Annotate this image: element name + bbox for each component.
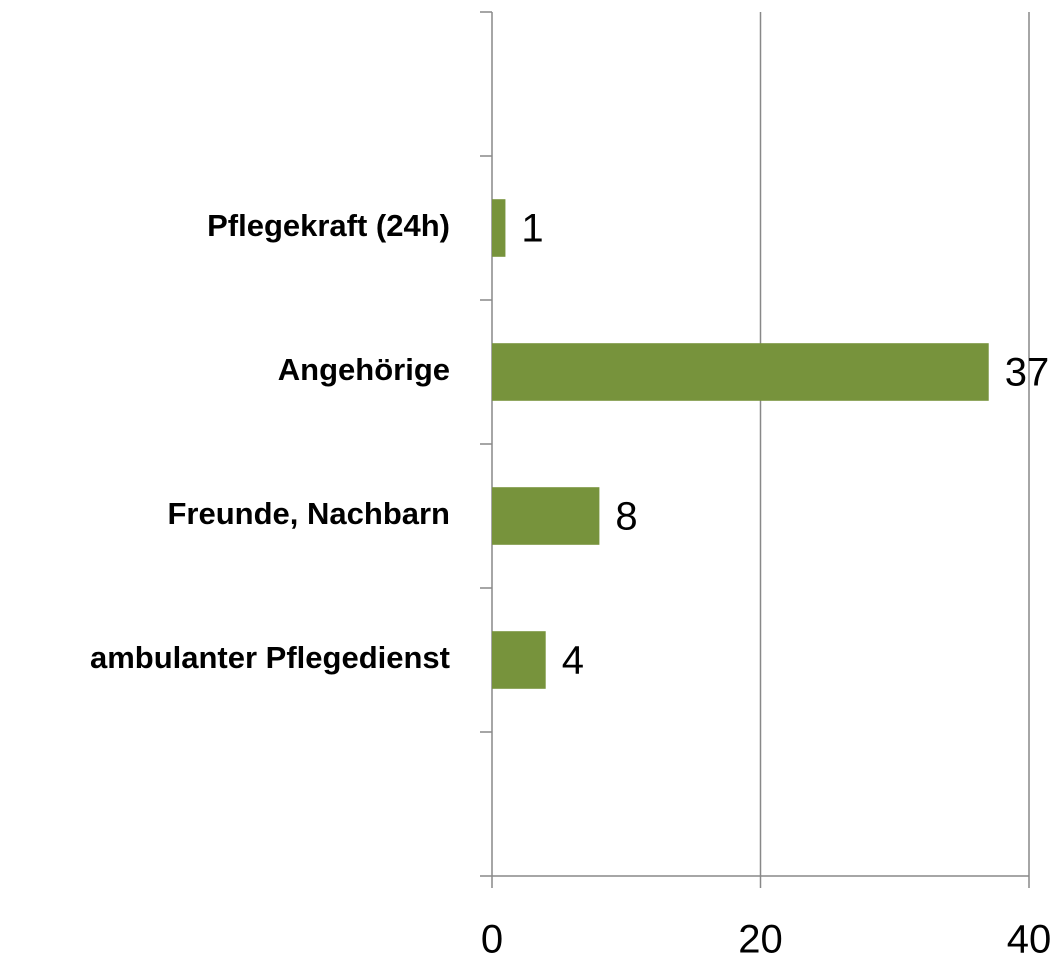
value-label: 1 (521, 207, 543, 251)
bar (492, 631, 546, 689)
y-tick-label: Pflegekraft (24h) (207, 208, 450, 243)
bar (492, 343, 989, 401)
y-tick-label: Freunde, Nachbarn (168, 496, 451, 531)
x-tick-label: 40 (1007, 918, 1052, 958)
value-label: 37 (1005, 351, 1050, 395)
x-tick-label: 0 (481, 918, 503, 958)
bar (492, 487, 600, 545)
bar (492, 199, 506, 257)
y-tick-label: ambulanter Pflegedienst (90, 640, 450, 675)
value-label: 4 (562, 639, 584, 683)
y-tick-label: Angehörige (278, 352, 450, 387)
value-label: 8 (615, 495, 637, 539)
x-tick-label: 20 (738, 918, 783, 958)
